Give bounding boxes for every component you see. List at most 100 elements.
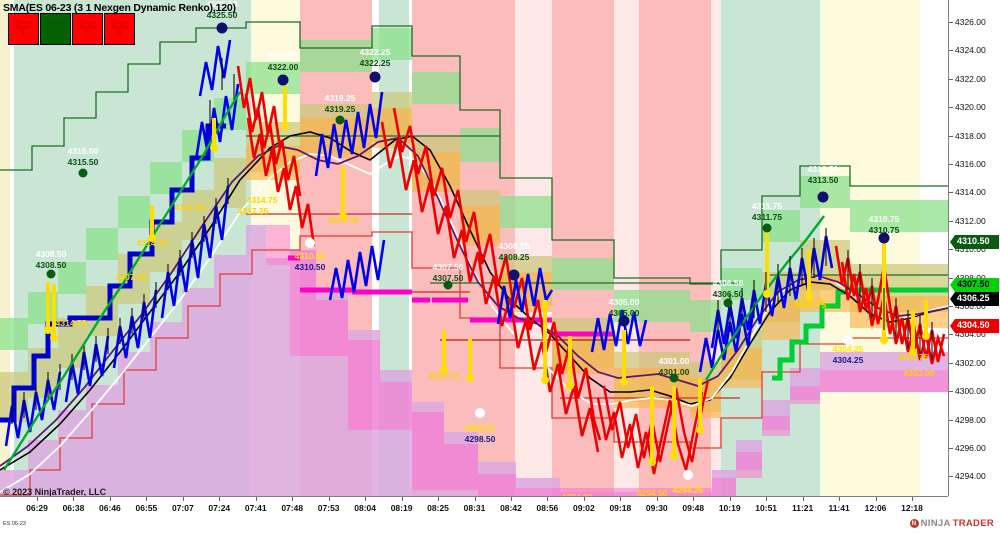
last-price-marker[interactable]: 4306.25: [950, 292, 999, 306]
price-tick-label: 4322.00: [955, 73, 986, 84]
swing-high-label: 4325.50: [206, 10, 238, 20]
swing-mid-label: 4307.25: [115, 272, 147, 282]
time-axis[interactable]: ES 06-23 06:29 06:38 06:46 06:55 07:07 07:24 0…: [0, 496, 948, 534]
swing-low-label-shadow: 4304.25: [832, 344, 864, 354]
renko-bars-blue-right: [698, 235, 834, 373]
price-tick-label: 4314.00: [955, 187, 986, 198]
price-series-layer: [0, 21, 948, 496]
swing-point-dot: [443, 280, 453, 290]
session-band: [614, 0, 639, 496]
marker-value: 4307.50: [957, 279, 990, 289]
swing-high-label: 4311.75: [751, 212, 783, 222]
time-tick-label: 09:48: [682, 503, 705, 513]
marker-body: [955, 292, 999, 306]
middle-khaki-channel: [0, 92, 948, 422]
time-tick-label: 11:21: [791, 503, 814, 513]
ask-marker[interactable]: 4307.50: [950, 278, 999, 292]
price-tick-label: 4294.00: [955, 471, 986, 482]
swing-mid-label: 4317.00: [174, 202, 206, 212]
swing-mid-label: 4303.00: [903, 368, 935, 378]
time-tick-label: 09:18: [609, 503, 632, 513]
swing-high-label-shadow: 4307.50: [432, 262, 464, 272]
marker-arrow-icon: [950, 319, 955, 333]
power-meter-3[interactable]: Power Meter 3: [72, 13, 103, 45]
pivot-dot: [44, 326, 52, 334]
swing-high-label: 4307.50: [432, 273, 464, 283]
swing-mid-label: 4307.75: [793, 297, 825, 307]
power-meter-4[interactable]: Power Meter 4: [104, 13, 135, 45]
swing-high-label: 4301.00: [658, 367, 690, 377]
upper-band-marker[interactable]: 4310.50: [950, 235, 999, 249]
pivot-dot: [670, 452, 678, 460]
price-tick-label: 4326.00: [955, 17, 986, 27]
session-band: [711, 0, 721, 496]
power-meter-text: 2: [53, 30, 58, 37]
session-band: [409, 0, 412, 496]
yellow-stems: [46, 86, 928, 462]
time-tick-label: 07:07: [171, 503, 194, 513]
price-tick-label: 4300.00: [955, 386, 986, 397]
swing-mid-label: 4294.50: [636, 488, 668, 496]
swing-mid-label: 4317.25: [237, 206, 269, 216]
swing-point-dot: [618, 315, 630, 327]
swing-mid-label: 4314.75: [136, 238, 168, 248]
price-axis[interactable]: 4326.00 4324.00 4322.00 4320.00 4318.00 4316.…: [948, 0, 1000, 496]
power-meter-2[interactable]: Power Meter 2: [40, 13, 71, 45]
renko-bars-red-mid: [236, 65, 602, 453]
session-band: [515, 0, 552, 496]
swing-point-dot: [475, 408, 485, 418]
marker-value: 4306.25: [957, 293, 990, 303]
swing-high-label-shadow: 4310.75: [868, 214, 900, 224]
marker-arrow-icon: [950, 278, 955, 292]
pivot-dot: [620, 378, 628, 386]
swing-mid-label: 4307.75: [795, 300, 827, 310]
price-tick-label: 4316.00: [955, 159, 986, 169]
price-tick-label: 4324.00: [955, 45, 986, 56]
pivot-dot: [880, 336, 888, 344]
power-meter-text: 4: [117, 30, 122, 37]
power-meter-1[interactable]: Power Meter 1: [8, 13, 39, 45]
pivot-dot: [210, 144, 218, 152]
swing-mid-label: 4294.00: [562, 492, 593, 496]
chart-plot-area[interactable]: SMA(ES 06-23 (3 1 Nexgen Dynamic Renko),…: [0, 0, 948, 496]
time-tick-label: 08:31: [463, 503, 486, 513]
swing-high-label-shadow: 4315.50: [67, 146, 99, 156]
swing-high-label-shadow: 4308.50: [35, 249, 67, 259]
price-tick-label: 4308.00: [955, 273, 986, 283]
pivot-dot: [541, 376, 549, 384]
swing-point-dot: [78, 168, 88, 178]
upper-green-channel: [0, 28, 948, 350]
time-tick-label: 08:04: [354, 503, 376, 513]
swing-high-label-shadow: 4313.50: [807, 164, 839, 174]
ninjatrader-logo: N NINJA TRADER: [909, 518, 994, 529]
pivot-dot: [763, 290, 771, 298]
price-tick-label: 4320.00: [955, 102, 986, 113]
time-tick-label: 10:51: [755, 503, 778, 513]
swing-mid-label: 4314.00: [327, 215, 359, 225]
pivot-dot: [50, 334, 58, 342]
swing-high-label: 4310.75: [868, 225, 900, 235]
swing-high-label-shadow: 4325.50: [206, 0, 238, 9]
pivot-dot: [696, 426, 704, 434]
time-tick-label: 07:48: [281, 503, 304, 513]
swing-high-label: 4306.50: [712, 289, 744, 299]
copyright-text: © 2023 NinjaTrader, LLC: [3, 487, 107, 496]
power-meter-text: Meter: [112, 25, 127, 32]
marker-body: [955, 278, 999, 292]
channel-fills: [0, 225, 948, 496]
swing-high-label: 4308.25: [498, 252, 530, 262]
power-meter-text: 1: [21, 30, 26, 37]
session-band: [920, 0, 948, 496]
renko-wicks-left: [11, 58, 235, 424]
swing-mid-label: 4303.75: [897, 352, 929, 362]
price-tick-label: 4306.00: [955, 301, 986, 311]
swing-point-dot: [277, 74, 289, 86]
pivot-dot: [281, 122, 289, 130]
time-tick-label: 12:18: [901, 503, 923, 513]
pivot-dot: [148, 234, 156, 242]
swing-point-dot: [723, 298, 733, 308]
swing-mid-label: 4314.75: [246, 195, 278, 205]
lower-band-marker[interactable]: 4304.50: [950, 319, 999, 333]
swing-high-label-shadow: 4306.50: [712, 278, 744, 288]
